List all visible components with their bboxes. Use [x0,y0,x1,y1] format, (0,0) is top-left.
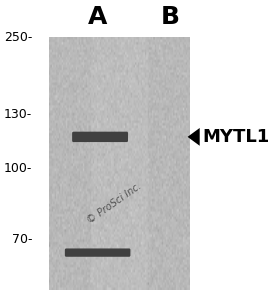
Text: 250-: 250- [4,31,32,44]
Text: A: A [88,5,107,29]
Text: B: B [161,5,180,29]
Text: 70-: 70- [12,233,32,246]
FancyBboxPatch shape [65,248,130,257]
Text: 100-: 100- [4,161,32,175]
Text: MYTL1: MYTL1 [202,128,269,146]
Polygon shape [188,128,200,146]
FancyBboxPatch shape [72,132,128,142]
Text: 130-: 130- [4,108,32,121]
Text: © ProSci Inc.: © ProSci Inc. [86,181,144,226]
